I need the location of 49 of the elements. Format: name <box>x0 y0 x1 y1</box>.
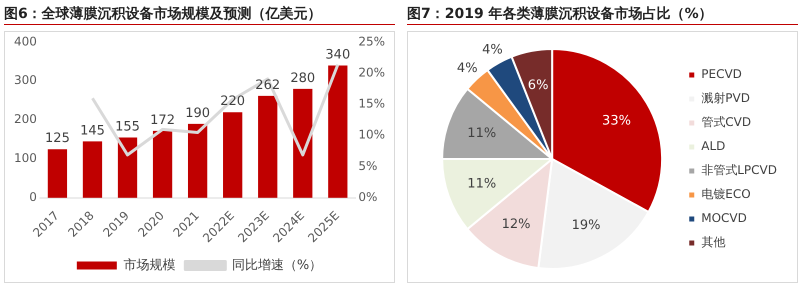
bar <box>82 141 102 198</box>
chart-title: 图7：2019 年各类薄膜沉积设备市场占比（%） <box>407 4 798 25</box>
y-tick-label: 300 <box>14 73 37 88</box>
legend-label: 电镀ECO <box>701 187 751 202</box>
data-label: 11% <box>467 176 496 192</box>
bar <box>118 138 138 198</box>
y2-tick-label: 25% <box>358 34 385 48</box>
y-tick-label: 100 <box>14 151 37 166</box>
bar <box>328 66 348 198</box>
legend-label: 其他 <box>701 235 726 250</box>
legend-label: MOCVD <box>701 211 747 226</box>
legend-label: ALD <box>701 139 726 154</box>
data-label: 262 <box>255 78 280 93</box>
y2-tick-label: 5% <box>358 158 378 173</box>
y2-tick-label: 10% <box>358 128 385 142</box>
bar <box>258 96 278 198</box>
legend-label: PECVD <box>701 67 742 82</box>
y2-tick-label: 20% <box>358 65 385 80</box>
bar <box>223 112 242 198</box>
legend-label: 市场规模 <box>123 258 176 273</box>
bar <box>48 149 68 198</box>
legend-label: 非管式LPCVD <box>701 163 777 178</box>
data-label: 19% <box>572 218 601 234</box>
legend-label: 管式CVD <box>701 115 752 130</box>
bar <box>188 124 208 198</box>
data-label: 125 <box>45 131 70 146</box>
chart-title: 图6：全球薄膜沉积设备市场规模及预测（亿美元） <box>4 4 395 25</box>
data-label: 33% <box>602 113 631 128</box>
data-label: 11% <box>467 126 496 142</box>
data-label: 6% <box>528 78 548 93</box>
data-label: 145 <box>80 123 105 138</box>
legend-label: 溅射PVD <box>701 91 750 106</box>
bar <box>293 88 312 198</box>
data-label: 190 <box>185 106 210 121</box>
data-label: 4% <box>482 42 503 58</box>
data-label: 155 <box>115 119 140 134</box>
data-label: 340 <box>325 47 350 62</box>
y-tick-label: 400 <box>14 34 37 48</box>
data-label: 12% <box>502 216 531 232</box>
bar <box>152 130 172 198</box>
y-tick-label: 0 <box>29 190 37 204</box>
data-label: 172 <box>150 112 175 128</box>
data-label: 220 <box>220 94 246 110</box>
data-label: 4% <box>456 60 478 76</box>
data-label: 280 <box>290 70 316 86</box>
y-tick-label: 200 <box>14 112 37 126</box>
y2-tick-label: 15% <box>358 96 385 111</box>
y2-tick-label: 0% <box>358 190 378 204</box>
legend-label: 同比增速（%） <box>232 258 322 273</box>
